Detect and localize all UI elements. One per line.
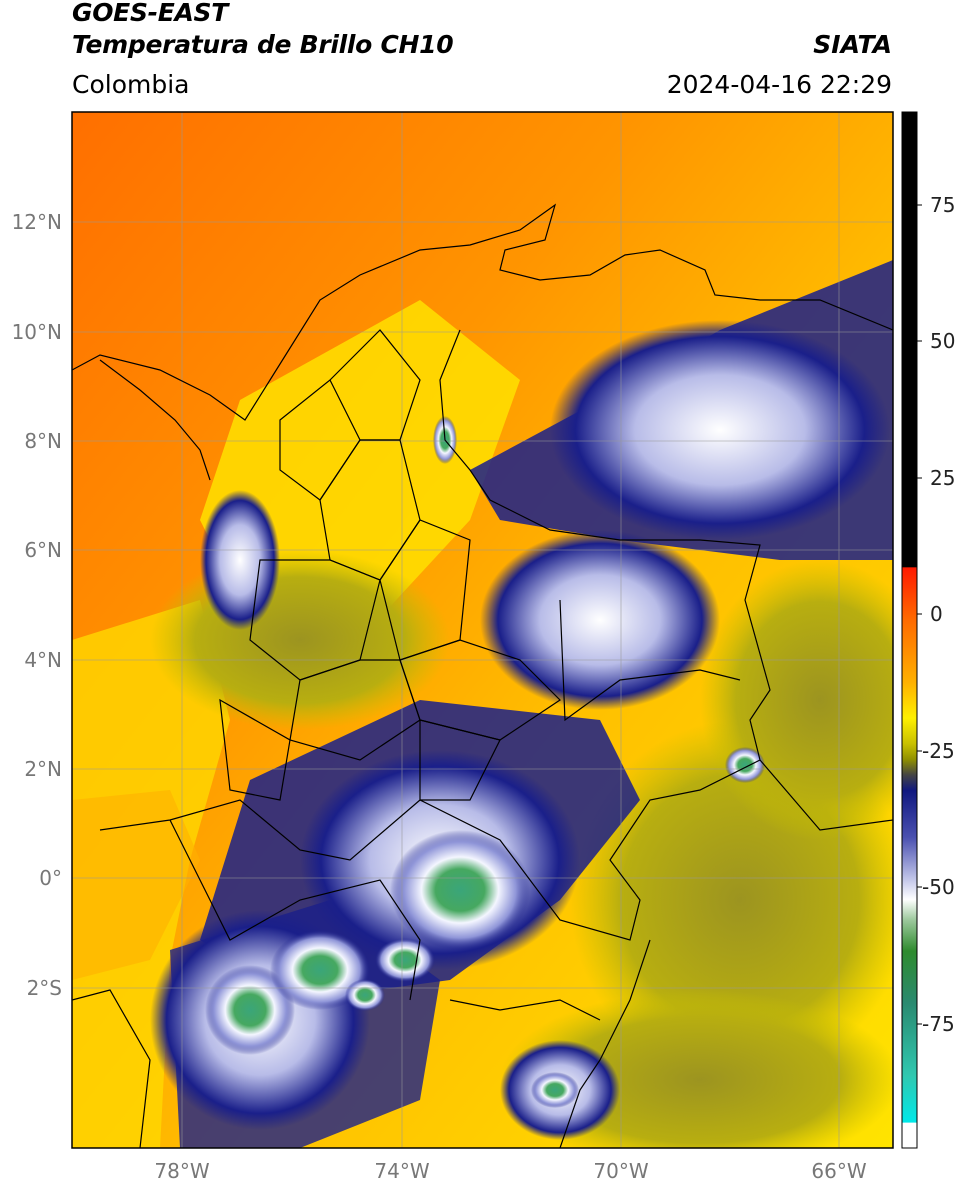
graticule — [72, 112, 893, 1148]
lat-label-2n: 2°N — [24, 757, 62, 781]
lon-label-66w: 66°W — [811, 1159, 866, 1183]
timestamp-label: 2024-04-16 22:29 — [666, 70, 892, 99]
map-frame — [71, 111, 894, 1149]
colorbar-tick-75: 75 — [930, 193, 955, 217]
lat-label-10n: 10°N — [12, 320, 62, 344]
colorbar: 75 50 25 0 -25 -50 -75 — [901, 111, 955, 1149]
colorbar-tick-minus75: -75 — [922, 1012, 955, 1036]
brightness-temperature-image — [72, 112, 893, 1148]
lat-label-2s: 2°S — [27, 976, 62, 1000]
lat-label-6n: 6°N — [24, 538, 62, 562]
lat-label-4n: 4°N — [24, 648, 62, 672]
colorbar-tick-minus25: -25 — [922, 739, 955, 763]
longitude-labels: 78°W 74°W 70°W 66°W — [154, 1159, 866, 1183]
lon-label-74w: 74°W — [374, 1159, 429, 1183]
colorbar-tick-50: 50 — [930, 329, 955, 353]
lon-label-78w: 78°W — [154, 1159, 209, 1183]
latitude-labels: 12°N 10°N 8°N 6°N 4°N 2°N 0° 2°S — [12, 210, 62, 1000]
lat-label-0: 0° — [39, 866, 62, 890]
lat-label-12n: 12°N — [12, 210, 62, 234]
product-title: Temperatura de Brillo CH10 — [72, 30, 454, 59]
colorbar-tick-0: 0 — [930, 602, 943, 626]
satellite-title: GOES-EAST — [72, 0, 229, 27]
country-borders — [72, 203, 893, 1148]
agency-label: SIATA — [813, 30, 892, 59]
region-label: Colombia — [72, 70, 190, 99]
lon-label-70w: 70°W — [593, 1159, 648, 1183]
colorbar-tick-25: 25 — [930, 466, 955, 490]
colorbar-scale — [901, 111, 918, 1149]
lat-label-8n: 8°N — [24, 429, 62, 453]
colorbar-tick-minus50: -50 — [922, 875, 955, 899]
